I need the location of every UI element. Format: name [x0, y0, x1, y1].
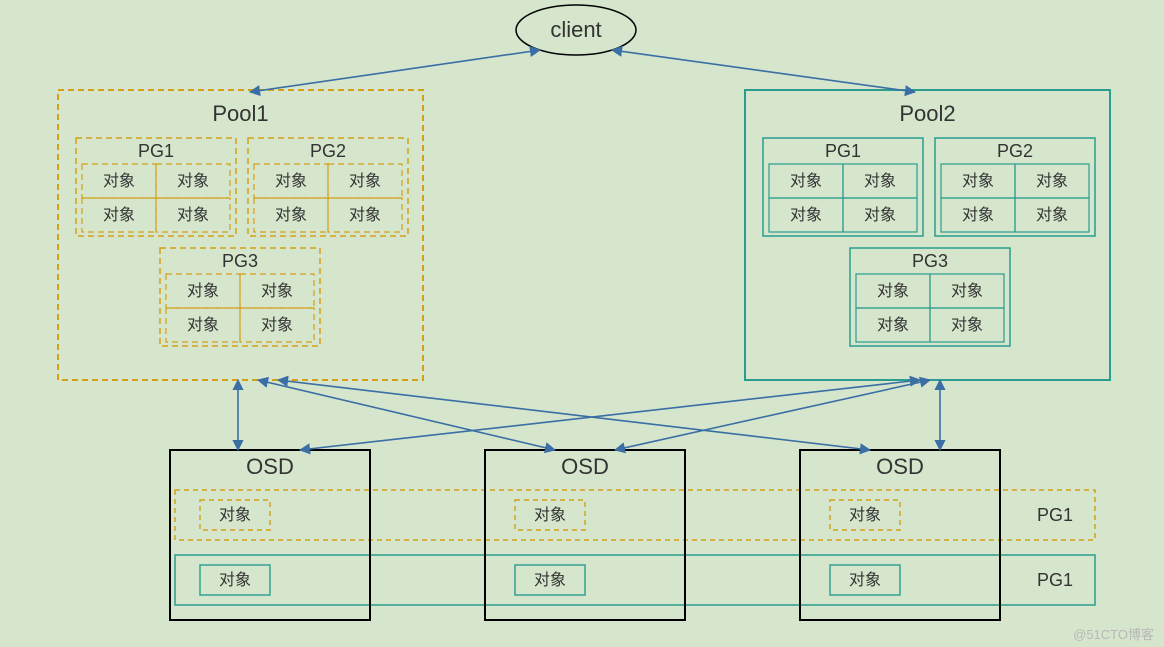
watermark: @51CTO博客: [1073, 627, 1154, 642]
osd-1-lane2-cell-label: 对象: [219, 571, 251, 589]
pool2-pg1-cell-label: 对象: [790, 206, 822, 224]
canvas-bg: [0, 0, 1164, 647]
pool2-pg2-cell-label: 对象: [962, 206, 994, 224]
osd-1-lane1-cell-label: 对象: [219, 506, 251, 524]
pool2-pg3-cell-label: 对象: [951, 316, 983, 334]
client-label: client: [550, 17, 601, 42]
pool1-label: Pool1: [212, 101, 268, 126]
pool2-pg1-cell-label: 对象: [864, 206, 896, 224]
lane-1-label: PG1: [1037, 505, 1073, 525]
pool2-pg2-label: PG2: [997, 141, 1033, 161]
pool2-label: Pool2: [899, 101, 955, 126]
pool1-pg1-cell-label: 对象: [177, 172, 209, 190]
pool2-pg2-cell-label: 对象: [1036, 172, 1068, 190]
pool2-pg1-label: PG1: [825, 141, 861, 161]
pool1-pg3-cell-label: 对象: [261, 316, 293, 334]
lane-2-label: PG1: [1037, 570, 1073, 590]
osd-2-label: OSD: [561, 454, 609, 479]
pool2-pg2-cell-label: 对象: [962, 172, 994, 190]
pool2-pg1-cell-label: 对象: [864, 172, 896, 190]
pool1-pg2-label: PG2: [310, 141, 346, 161]
pool2-pg3-cell-label: 对象: [877, 282, 909, 300]
osd-3-lane1-cell-label: 对象: [849, 506, 881, 524]
osd-3-label: OSD: [876, 454, 924, 479]
pool1-pg3-cell-label: 对象: [187, 282, 219, 300]
pool1-pg2-cell-label: 对象: [349, 172, 381, 190]
pool1-pg3-label: PG3: [222, 251, 258, 271]
pool1-pg3-cell-label: 对象: [261, 282, 293, 300]
pool2-pg2-cell-label: 对象: [1036, 206, 1068, 224]
pool2-pg3-label: PG3: [912, 251, 948, 271]
osd-2-lane2-cell-label: 对象: [534, 571, 566, 589]
pool2-pg1-cell-label: 对象: [790, 172, 822, 190]
pool1-pg2-cell-label: 对象: [275, 206, 307, 224]
pool1-pg1-cell-label: 对象: [103, 206, 135, 224]
pool1-pg1-cell-label: 对象: [177, 206, 209, 224]
osd-2-lane1-cell-label: 对象: [534, 506, 566, 524]
pool1-pg1-cell-label: 对象: [103, 172, 135, 190]
osd-1-label: OSD: [246, 454, 294, 479]
pool1-pg2-cell-label: 对象: [349, 206, 381, 224]
pool2-pg3-cell-label: 对象: [951, 282, 983, 300]
pool2-pg3-cell-label: 对象: [877, 316, 909, 334]
pool1-pg1-label: PG1: [138, 141, 174, 161]
osd-3-lane2-cell-label: 对象: [849, 571, 881, 589]
pool1-pg2-cell-label: 对象: [275, 172, 307, 190]
pool1-pg3-cell-label: 对象: [187, 316, 219, 334]
